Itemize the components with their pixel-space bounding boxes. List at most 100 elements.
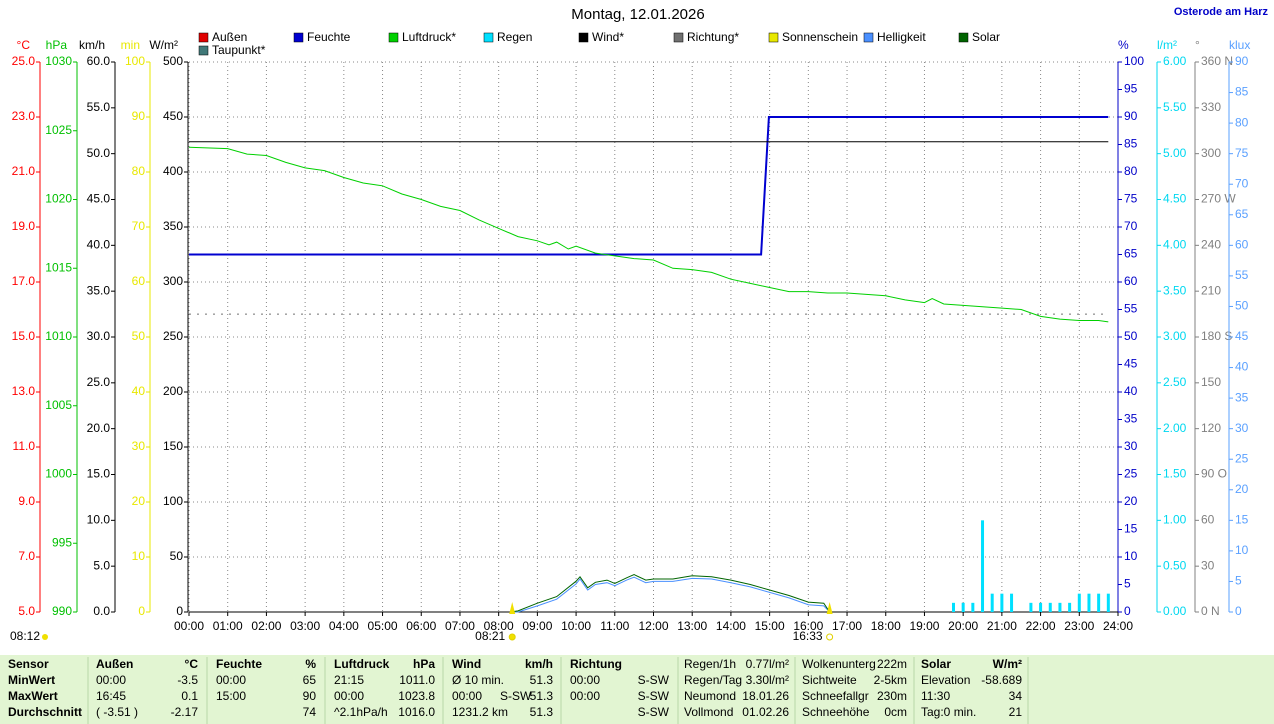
table-cell: 21 [1009,705,1023,719]
y-tick-label: 20 [132,494,146,508]
y-tick-label: 30 [1201,558,1215,572]
y-tick-label: 15.0 [12,329,36,343]
table-cell: Feuchte [216,657,262,671]
table-cell: Luftdruck [334,657,390,671]
y-axis-unit: ° [1195,38,1200,52]
y-tick-label: 360 N [1201,54,1233,68]
rain-bar [971,602,975,612]
y-tick-label: 1005 [45,398,72,412]
y-tick-label: 3.50 [1163,283,1187,297]
table-cell: Schneefallgr [802,689,869,703]
table-cell: 1023.8 [398,689,435,703]
x-tick-label: 14:00 [716,619,746,633]
table-cell: 00:00 [216,673,246,687]
y-tick-label: 55.0 [87,100,111,114]
y-tick-label: 60 [1235,238,1249,252]
y-tick-label: 90 [1235,54,1249,68]
y-tick-label: 15 [1235,513,1249,527]
y-tick-label: 150 [163,439,183,453]
legend-label: Sonnenschein [782,30,858,44]
y-tick-label: 80 [1124,164,1138,178]
sun-time: 08:21 [475,629,505,643]
x-tick-label: 10:00 [561,619,591,633]
table-cell: MinWert [8,673,55,687]
sun-icon [508,633,516,641]
x-tick-label: 24:00 [1103,619,1133,633]
sun-icon [826,633,834,641]
y-tick-label: 15.0 [87,467,111,481]
table-cell: 18.01.26 [742,689,789,703]
table-cell: 00:00 [570,689,600,703]
y-tick-label: 60 [132,274,146,288]
rain-bar [990,593,994,612]
x-tick-label: 00:00 [174,619,204,633]
y-tick-label: 450 [163,109,183,123]
x-tick-label: 07:00 [445,619,475,633]
table-cell: Außen [96,657,133,671]
y-axis-unit: W/m² [149,38,178,52]
y-tick-label: 400 [163,164,183,178]
sun-time: 16:33 [793,629,823,643]
sun-icon [42,634,48,640]
x-tick-label: 11:00 [600,619,629,633]
y-tick-label: 0.50 [1163,558,1187,572]
y-tick-label: 100 [125,54,145,68]
x-tick-label: 01:00 [213,619,243,633]
y-tick-label: 30 [132,439,146,453]
table-cell: S-SW [638,705,670,719]
y-tick-label: 50 [1124,329,1138,343]
table-cell: Wolkenunterg [802,657,876,671]
rain-bar [1087,593,1091,612]
y-tick-label: 19.0 [12,219,36,233]
y-tick-label: 250 [163,329,183,343]
rain-bar [1048,602,1052,612]
legend-label: Wind* [592,30,624,44]
x-tick-label: 04:00 [329,619,359,633]
y-tick-label: 65 [1235,207,1249,221]
y-tick-label: 180 S [1201,329,1232,343]
y-axis-unit: min [121,38,140,52]
y-tick-label: 95 [1124,82,1138,96]
x-tick-label: 20:00 [948,619,978,633]
y-axis-unit: % [1118,38,1129,52]
y-tick-label: 20 [1124,494,1138,508]
y-tick-label: 1.00 [1163,513,1187,527]
legend-swatch [293,32,304,43]
y-tick-label: 4.00 [1163,238,1187,252]
table-cell: S-SW [638,673,670,687]
table-cell: Richtung [570,657,622,671]
y-tick-label: 40 [1235,360,1249,374]
y-tick-label: 35.0 [87,283,111,297]
table-cell: 00:00 [452,689,482,703]
rain-bar [1058,602,1062,612]
y-axis-unit: °C [17,38,31,52]
y-tick-label: 13.0 [12,384,36,398]
legend-label: Außen [212,30,247,44]
y-tick-label: 150 [1201,375,1221,389]
table-cell: 15:00 [216,689,246,703]
chart-title: Montag, 12.01.2026 [571,6,704,23]
legend-swatch [198,32,209,43]
legend-swatch [958,32,969,43]
y-axis-unit: klux [1229,38,1250,52]
y-tick-label: 50.0 [87,146,111,160]
table-cell: 00:00 [334,689,364,703]
y-tick-label: 300 [1201,146,1221,160]
y-tick-label: 120 [1201,421,1221,435]
table-cell: 34 [1009,689,1023,703]
y-tick-label: 10 [1124,549,1138,563]
x-tick-label: 05:00 [368,619,398,633]
y-tick-label: 25 [1124,467,1138,481]
y-tick-label: 0.0 [93,604,110,618]
x-tick-label: 03:00 [290,619,320,633]
y-tick-label: 40.0 [87,238,111,252]
legend-swatch [863,32,874,43]
table-cell: 51.3 [530,673,554,687]
y-tick-label: 80 [1235,115,1249,129]
legend-swatch [388,32,399,43]
y-tick-label: 350 [163,219,183,233]
y-tick-label: 20 [1235,482,1249,496]
rain-bar [1000,593,1004,612]
